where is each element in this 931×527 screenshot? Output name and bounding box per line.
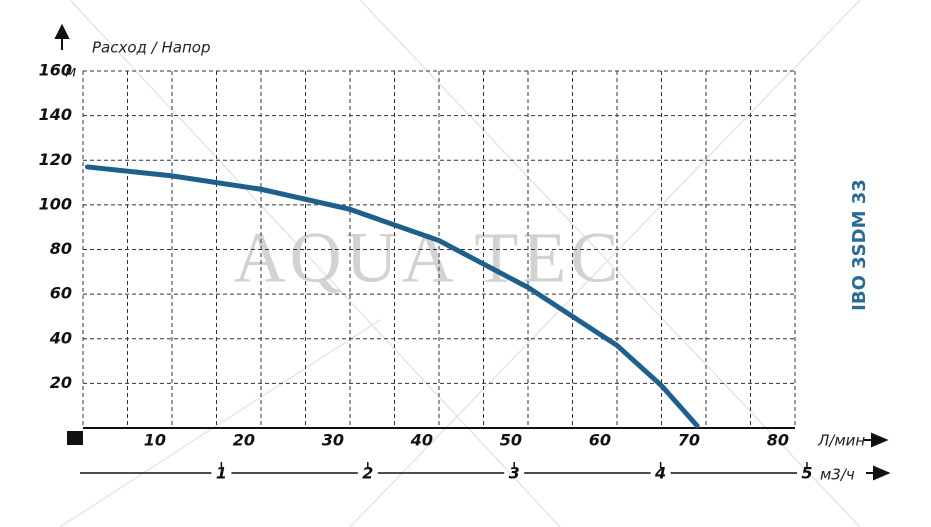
x2-unit: м3/ч	[820, 466, 855, 484]
y-tick-label: 20	[50, 373, 72, 392]
x-tick-label: 40	[410, 431, 433, 450]
y-tick-label: 120	[39, 150, 72, 169]
watermark: AQUA TEC	[234, 218, 623, 298]
y-unit: м	[65, 63, 76, 81]
background-decoration	[59, 0, 861, 527]
y-tick-label: 160	[39, 61, 72, 80]
x-tick-label: 20	[233, 431, 255, 450]
x-tick-label: 80	[767, 431, 789, 450]
y-tick-label: 140	[39, 105, 72, 124]
y-tick-label: 100	[39, 194, 72, 213]
x-tick-label: 10	[144, 431, 166, 450]
x-tick-label: 60	[589, 431, 611, 450]
pump-curve	[84, 164, 700, 429]
y-tick-label: 60	[50, 284, 72, 303]
x-unit: Л/мин	[817, 432, 865, 450]
x2-tick-label: 4	[654, 464, 666, 483]
x-axis-arrow	[864, 432, 889, 448]
y-axis-title: Расход / Напор	[92, 39, 210, 57]
x-tick-label: 70	[678, 431, 700, 450]
x2-tick-label: 5	[801, 464, 812, 483]
x-tick-label: 30	[322, 431, 344, 450]
x-tick-label: 50	[500, 431, 522, 450]
x2-tick-label: 2	[362, 464, 373, 483]
x2-axis-arrow	[866, 465, 891, 481]
x2-tick-label: 1	[216, 464, 227, 483]
chart-title: IBO 3SDM 33	[849, 179, 870, 311]
y-tick-label: 80	[50, 239, 72, 258]
origin-marker	[67, 431, 83, 445]
y-axis-arrow	[54, 23, 70, 50]
y-tick-label: 40	[49, 328, 72, 347]
x2-tick-label: 3	[509, 464, 520, 483]
